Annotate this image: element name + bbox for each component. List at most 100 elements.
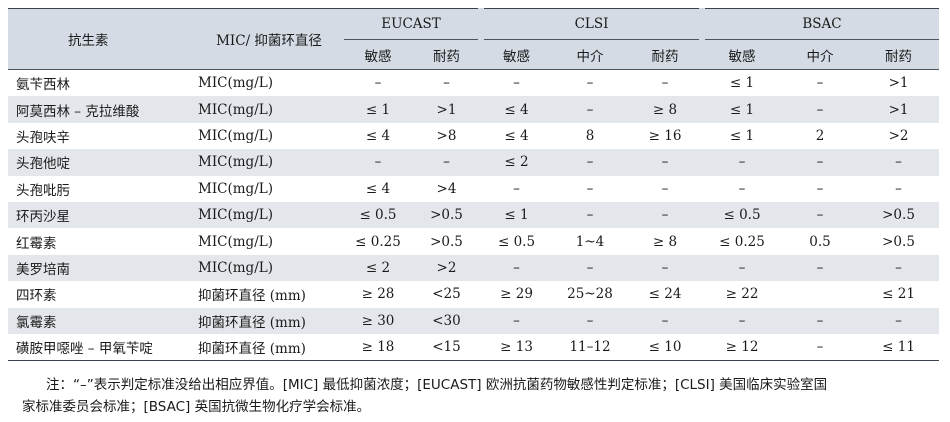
measure-unit: 抑菌环直径 (mm): [198, 341, 306, 358]
clsi-sensitive-value: ≤ 4: [481, 96, 553, 123]
clsi-resistant-value: –: [661, 180, 669, 197]
header-mic: MIC/ 抑菌环直径: [194, 8, 344, 70]
antibiotic-name: 四环素: [16, 288, 57, 305]
clsi-sensitive-value: ≤ 2: [481, 149, 553, 176]
eucast-sensitive-value: ≥ 18: [361, 339, 395, 356]
clsi-intermediate-value: 25~28: [567, 286, 613, 303]
table-row: 氨苄西林 MIC(mg/L) – – – – – ≤ 1 – >1: [8, 70, 939, 97]
bsac-resistant-value: ≤ 21: [882, 286, 915, 303]
clsi-sensitive-value: ≥ 29: [500, 286, 533, 303]
measure-unit: MIC(mg/L): [198, 127, 273, 144]
header-antibiotic: 抗生素: [8, 8, 194, 70]
clsi-intermediate-value: –: [552, 254, 629, 282]
table-row: 环丙沙星 MIC(mg/L) ≤ 0.5 >0.5 ≤ 1 – – ≤ 0.5 …: [8, 201, 940, 229]
eucast-sensitive-value: ≤ 2: [344, 254, 412, 282]
eucast-resistant-value: >0.5: [430, 233, 463, 250]
eucast-sensitive-value: ≤ 4: [365, 127, 391, 144]
bsac-sensitive-value: ≤ 0.25: [719, 233, 765, 250]
header-bsac-intermediate: 中介: [782, 39, 859, 70]
bsac-intermediate-value: –: [782, 201, 859, 229]
antibiotic-name: 磺胺甲噁唑 – 甲氧苄啶: [16, 341, 153, 358]
antibiotic-name: 美罗培南: [8, 254, 194, 282]
clsi-sensitive-value: ≤ 4: [504, 127, 529, 144]
clsi-resistant-value: –: [628, 149, 703, 176]
clsi-sensitive-value: –: [513, 180, 520, 197]
bsac-sensitive-value: ≤ 1: [729, 75, 755, 92]
eucast-resistant-value: –: [412, 149, 482, 176]
eucast-sensitive-value: –: [374, 75, 382, 92]
header-group-bsac: BSAC: [699, 8, 940, 40]
bsac-resistant-value: >0.5: [882, 233, 915, 250]
header-clsi-sensitive: 敏感: [481, 39, 553, 70]
antibiotic-name: 氨苄西林: [16, 77, 70, 94]
table-body: 氨苄西林 MIC(mg/L) – – – – – ≤ 1 – >1 阿莫西林 –…: [8, 70, 940, 361]
bsac-intermediate-value: 0.5: [809, 233, 831, 250]
eucast-sensitive-value: –: [344, 149, 412, 176]
bsac-intermediate-value: –: [782, 254, 859, 282]
eucast-sensitive-value: ≤ 0.25: [355, 233, 401, 250]
bsac-sensitive-value: ≤ 1: [729, 127, 755, 144]
table-row: 头孢他啶 MIC(mg/L) – – ≤ 2 – – – – –: [8, 149, 940, 176]
table-row: 氯霉素 抑菌环直径 (mm) ≥ 30 <30 – – – – – –: [8, 307, 940, 334]
table-row: 美罗培南 MIC(mg/L) ≤ 2 >2 – – – – – –: [8, 254, 940, 282]
measure-unit: 抑菌环直径 (mm): [198, 288, 306, 305]
antibiotic-name: 红霉素: [16, 235, 57, 252]
antibiotic-name: 氯霉素: [8, 307, 194, 334]
table-row: 阿莫西林 – 克拉维酸 MIC(mg/L) ≤ 1 >1 ≤ 4 – ≥ 8 ≤…: [8, 96, 940, 123]
eucast-resistant-value: >1: [412, 96, 482, 123]
table-row: 磺胺甲噁唑 – 甲氧苄啶 抑菌环直径 (mm) ≥ 18 <15 ≥ 13 11…: [8, 334, 939, 361]
eucast-resistant-value: >0.5: [412, 201, 482, 229]
bsac-resistant-value: >0.5: [858, 201, 940, 229]
bsac-resistant-value: >1: [888, 75, 909, 92]
measure-unit: MIC(mg/L): [198, 180, 273, 197]
footnote-line-2: 家标准委员会标准；[BSAC] 英国抗微生物化疗学会标准。: [22, 399, 371, 415]
bsac-resistant-value: >2: [888, 127, 909, 144]
bsac-intermediate-value: –: [782, 96, 859, 123]
measure-unit: MIC(mg/L): [194, 149, 344, 176]
bsac-sensitive-value: –: [702, 254, 783, 282]
header-clsi-resistant: 耐药: [628, 39, 703, 70]
header-clsi-intermediate: 中介: [552, 39, 629, 70]
breakpoint-table: 抗生素 MIC/ 抑菌环直径 EUCAST CLSI BSAC 敏感 耐药 敏感…: [8, 8, 940, 361]
clsi-sensitive-value: –: [513, 75, 520, 92]
bsac-intermediate-value: 2: [815, 127, 825, 144]
clsi-resistant-value: ≥ 8: [652, 233, 678, 250]
header-bsac-sensitive: 敏感: [702, 39, 783, 70]
antibiotic-name: 头孢吡肟: [16, 182, 70, 199]
measure-unit: 抑菌环直径 (mm): [194, 307, 344, 334]
clsi-intermediate-value: –: [586, 75, 594, 92]
clsi-sensitive-value: ≤ 1: [481, 201, 553, 229]
clsi-resistant-value: –: [661, 75, 669, 92]
bsac-resistant-value: ≤ 11: [882, 339, 915, 356]
bsac-sensitive-value: ≥ 22: [725, 286, 759, 303]
eucast-resistant-value: <30: [412, 307, 482, 334]
clsi-resistant-value: –: [628, 254, 703, 282]
clsi-resistant-value: ≤ 10: [648, 339, 682, 356]
bsac-intermediate-value: –: [782, 307, 859, 334]
eucast-resistant-value: >8: [436, 127, 457, 144]
clsi-intermediate-value: 8: [585, 127, 595, 144]
clsi-intermediate-value: –: [586, 180, 594, 197]
clsi-resistant-value: ≥ 16: [648, 127, 682, 144]
bsac-sensitive-value: ≤ 1: [702, 96, 783, 123]
bsac-sensitive-value: –: [738, 180, 746, 197]
header-group-clsi: CLSI: [478, 8, 703, 40]
table-footnote: 注：“–”表示判定标准没给出相应界值。[MIC] 最低抑菌浓度；[EUCAST]…: [22, 374, 934, 418]
header-eucast-sensitive: 敏感: [344, 39, 412, 70]
header-group-eucast: EUCAST: [344, 8, 482, 40]
table-row: 头孢吡肟 MIC(mg/L) ≤ 4 >4 – – – – – –: [8, 176, 939, 202]
measure-unit: MIC(mg/L): [194, 96, 344, 123]
measure-unit: MIC(mg/L): [194, 254, 344, 282]
header-eucast-resistant: 耐药: [412, 39, 482, 70]
antibiotic-name: 头孢呋辛: [16, 129, 70, 146]
footnote-line-1: 注：“–”表示判定标准没给出相应界值。[MIC] 最低抑菌浓度；[EUCAST]…: [46, 377, 828, 393]
bsac-sensitive-value: –: [702, 307, 783, 334]
bsac-resistant-value: >1: [858, 96, 940, 123]
bsac-resistant-value: –: [895, 180, 902, 197]
eucast-sensitive-value: ≥ 30: [344, 307, 412, 334]
eucast-sensitive-value: ≤ 1: [344, 96, 412, 123]
eucast-sensitive-value: ≤ 0.5: [344, 201, 412, 229]
measure-unit: MIC(mg/L): [198, 233, 273, 250]
table-row: 四环素 抑菌环直径 (mm) ≥ 28 <25 ≥ 29 25~28 ≤ 24 …: [8, 281, 939, 307]
